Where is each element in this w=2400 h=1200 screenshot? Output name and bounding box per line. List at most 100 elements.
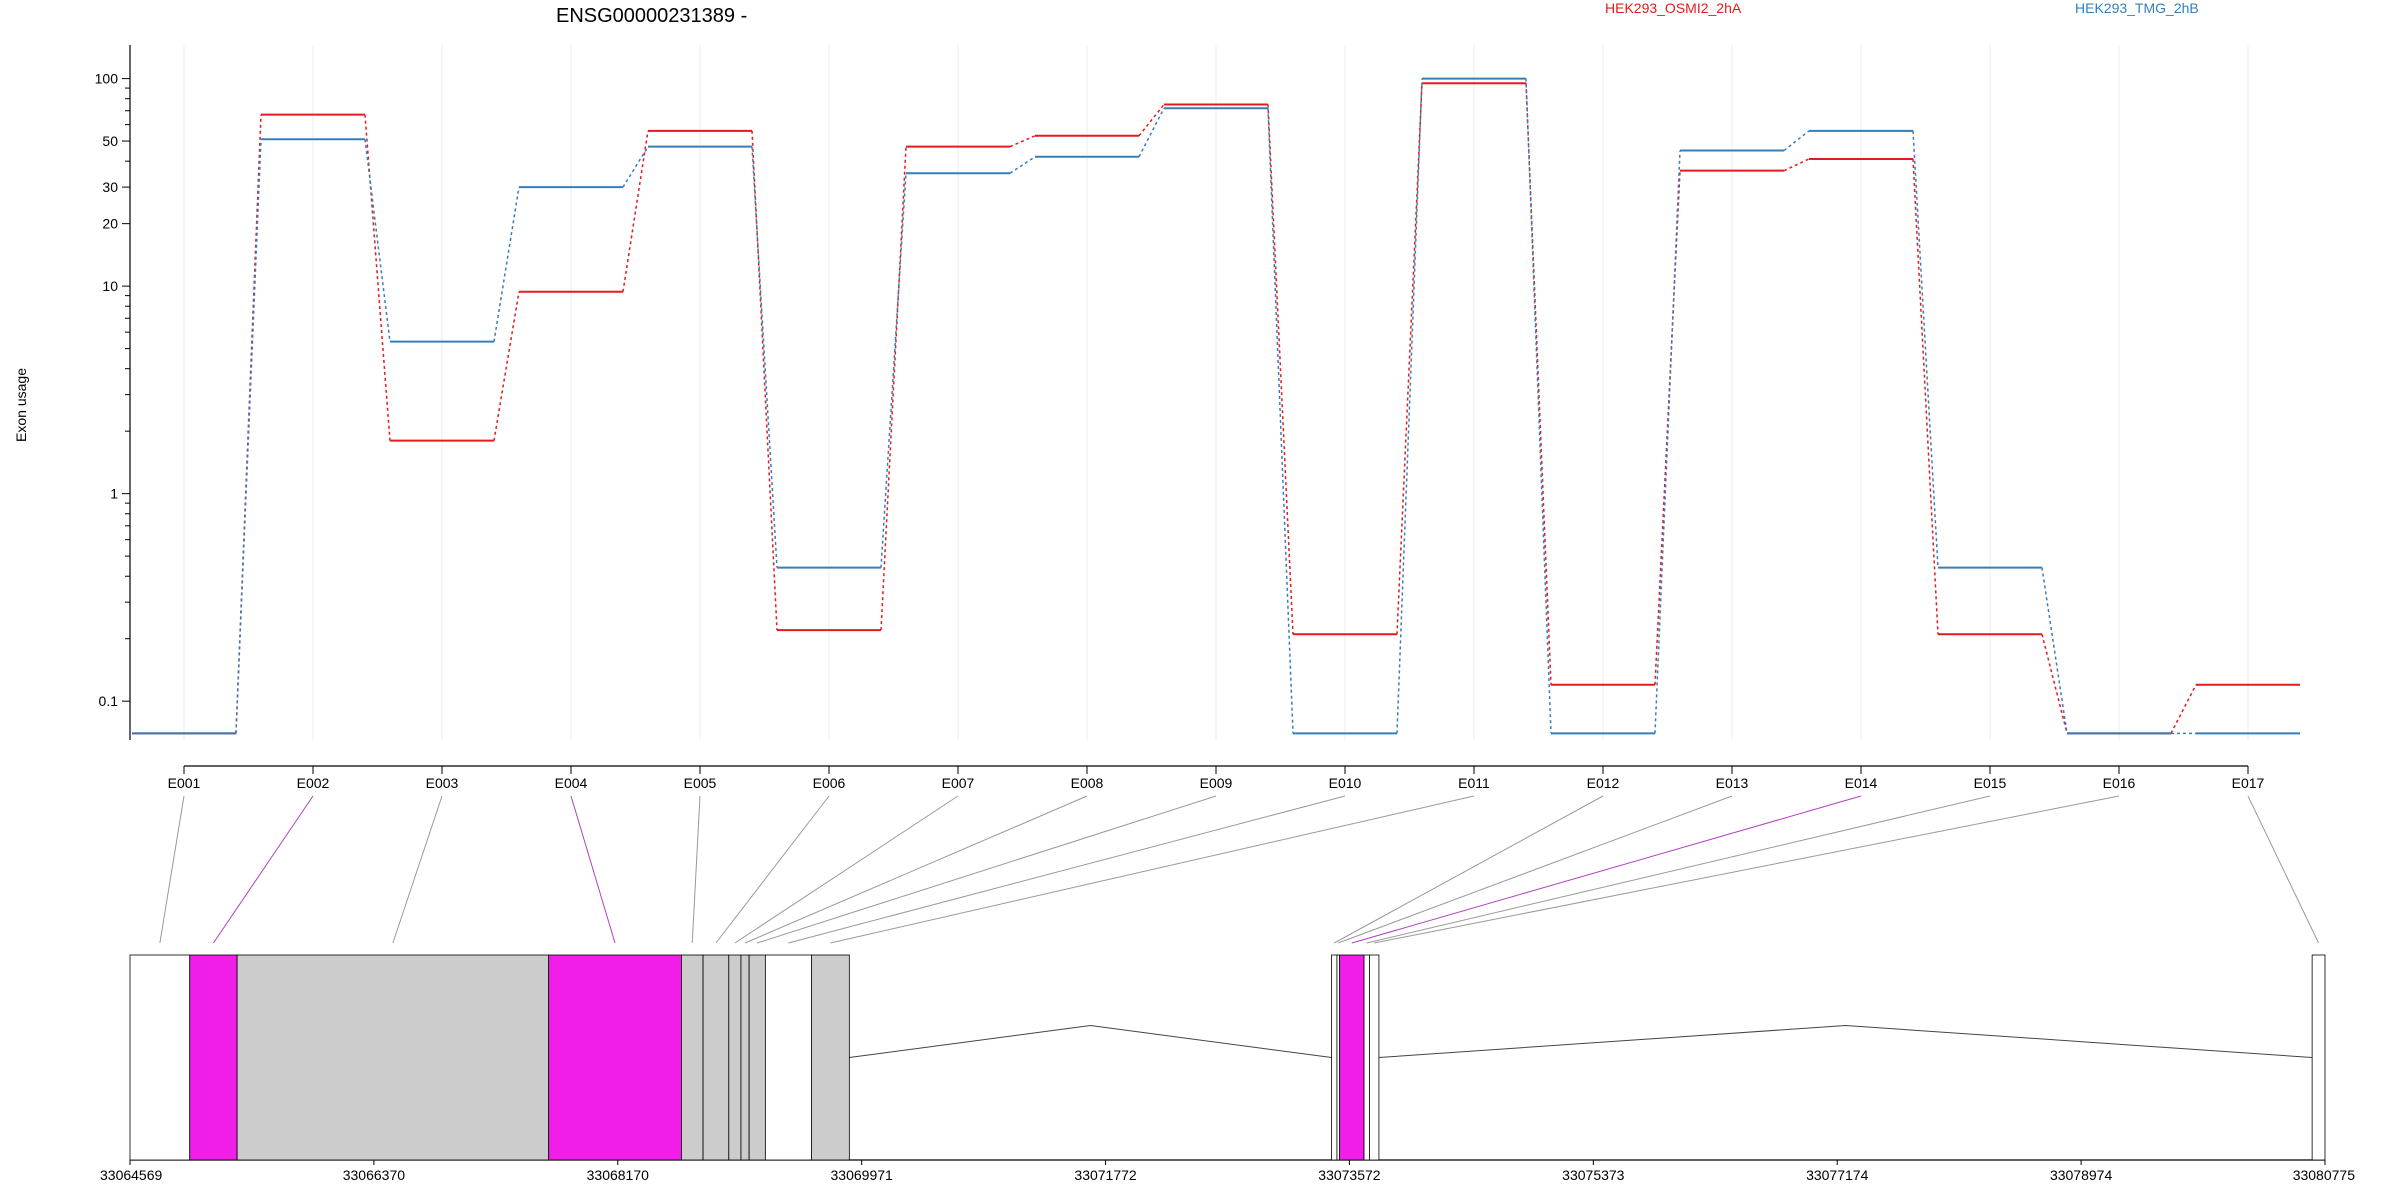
series-connector [2170, 684, 2197, 734]
series-connector [751, 146, 778, 568]
coordinate-label: 33068170 [587, 1167, 650, 1183]
coordinate-label: 33064569 [100, 1167, 163, 1183]
legend-entry-tmg: HEK293_TMG_2hB [2075, 0, 2199, 16]
x-tick-label-e017: E017 [2232, 775, 2265, 791]
x-tick-label-e003: E003 [426, 775, 459, 791]
coordinate-label: 33077174 [1806, 1167, 1869, 1183]
x-tick-label-e001: E001 [168, 775, 201, 791]
exon-block-e009 [748, 954, 766, 1161]
exon-block-e006 [702, 954, 730, 1161]
series-connector [493, 186, 520, 342]
exon-block-e002 [189, 954, 238, 1161]
y-tick-label: 30 [102, 179, 118, 195]
gene-model: 33064569 33066370 33068170 33069971 33071772… [100, 795, 2356, 1183]
exon-block-e005 [680, 954, 704, 1161]
y-tick-label: 0.1 [99, 693, 119, 709]
exon-connector [788, 795, 1346, 944]
plot-area: 0.1 1 10 20 30 50 100 E001 E002 E003 E004 E005 E006 E… [95, 45, 2300, 791]
exon-connector [757, 795, 1217, 944]
chart-title: ENSG00000231389 - [556, 5, 747, 27]
exon-block-e011 [811, 954, 850, 1161]
exon-connector [1374, 795, 2120, 944]
exon-connector [159, 795, 185, 944]
x-tick-label-e015: E015 [1974, 775, 2007, 791]
exon-block-e008 [740, 954, 750, 1161]
intron-line [849, 1024, 1332, 1058]
y-tick-label: 50 [102, 133, 118, 149]
exon-block-e015 [1363, 954, 1370, 1161]
series-connector [1912, 158, 1939, 635]
x-tick-label-e014: E014 [1845, 775, 1878, 791]
series-connector [364, 139, 391, 342]
exon-connector [1333, 795, 1604, 944]
series-connector [493, 291, 520, 441]
y-axis-label: Exon usage [13, 368, 29, 442]
series-connector [1912, 130, 1939, 568]
exon-connector [744, 795, 1088, 944]
x-tick-label-e006: E006 [813, 775, 846, 791]
exon-connector [1338, 795, 1733, 944]
series-connector [880, 146, 907, 631]
exon-connector [1351, 795, 1862, 944]
y-tick-label: 1 [110, 486, 118, 502]
coordinate-label: 33078974 [2050, 1167, 2113, 1183]
coordinate-label: 33075373 [1562, 1167, 1625, 1183]
exon-connector [691, 795, 701, 944]
series-connector [1525, 78, 1552, 734]
series-connector [1009, 156, 1036, 174]
x-tick-label-e012: E012 [1587, 775, 1620, 791]
y-tick-label: 100 [95, 71, 119, 87]
series-connector [1138, 107, 1165, 158]
x-tick-label-e009: E009 [1200, 775, 1233, 791]
x-tick-label-e004: E004 [555, 775, 588, 791]
exon-block-e003 [236, 954, 550, 1161]
exon-block-e004 [548, 954, 682, 1161]
series-connector [1396, 78, 1423, 734]
x-tick-label-e007: E007 [942, 775, 975, 791]
series-osmi [132, 82, 2300, 735]
exon-block-e013 [1336, 954, 1341, 1161]
series-connector [1654, 150, 1681, 734]
exon-connector [830, 795, 1475, 944]
series-connector [1267, 104, 1294, 635]
series-connector [1783, 158, 1810, 172]
exon-block-e012 [1331, 954, 1338, 1161]
exon-connector [734, 795, 959, 944]
series-connector [1138, 104, 1165, 137]
exon-block-e014 [1339, 954, 1365, 1161]
exon-connector [715, 795, 830, 944]
exon-block-e016 [1369, 954, 1380, 1161]
coordinate-label: 33066370 [343, 1167, 406, 1183]
series-connector [1009, 135, 1036, 148]
coordinate-label: 33080775 [2293, 1167, 2356, 1183]
series-connector [751, 130, 778, 631]
exon-block-e001 [129, 954, 191, 1161]
intron-line [1378, 1024, 2313, 1058]
exon-connector [2247, 795, 2320, 944]
coordinate-label: 33073572 [1318, 1167, 1381, 1183]
series-connector [880, 173, 907, 568]
series-connector [1654, 170, 1681, 685]
x-tick-label-e011: E011 [1458, 775, 1490, 791]
series-connector [2041, 567, 2068, 734]
exon-connector [213, 795, 314, 944]
coordinate-label: 33071772 [1074, 1167, 1137, 1183]
series-connector [235, 139, 262, 734]
series-connector [622, 146, 649, 188]
exon-block-e017 [2311, 954, 2326, 1161]
series-tmg [132, 77, 2300, 735]
x-tick-label-e005: E005 [684, 775, 717, 791]
coordinate-label: 33069971 [831, 1167, 894, 1183]
legend-entry-osmi: HEK293_OSMI2_2hA [1605, 0, 1742, 16]
exon-block-e010 [764, 954, 812, 1161]
series-connector [622, 130, 649, 292]
x-tick-label-e016: E016 [2103, 775, 2136, 791]
series-connector [1396, 83, 1423, 635]
exon-connector [392, 795, 443, 944]
y-tick-label: 10 [102, 278, 118, 294]
series-connector [1525, 83, 1552, 685]
x-tick-label-e010: E010 [1329, 775, 1362, 791]
x-tick-label-e008: E008 [1071, 775, 1104, 791]
series-connector [1267, 108, 1294, 734]
